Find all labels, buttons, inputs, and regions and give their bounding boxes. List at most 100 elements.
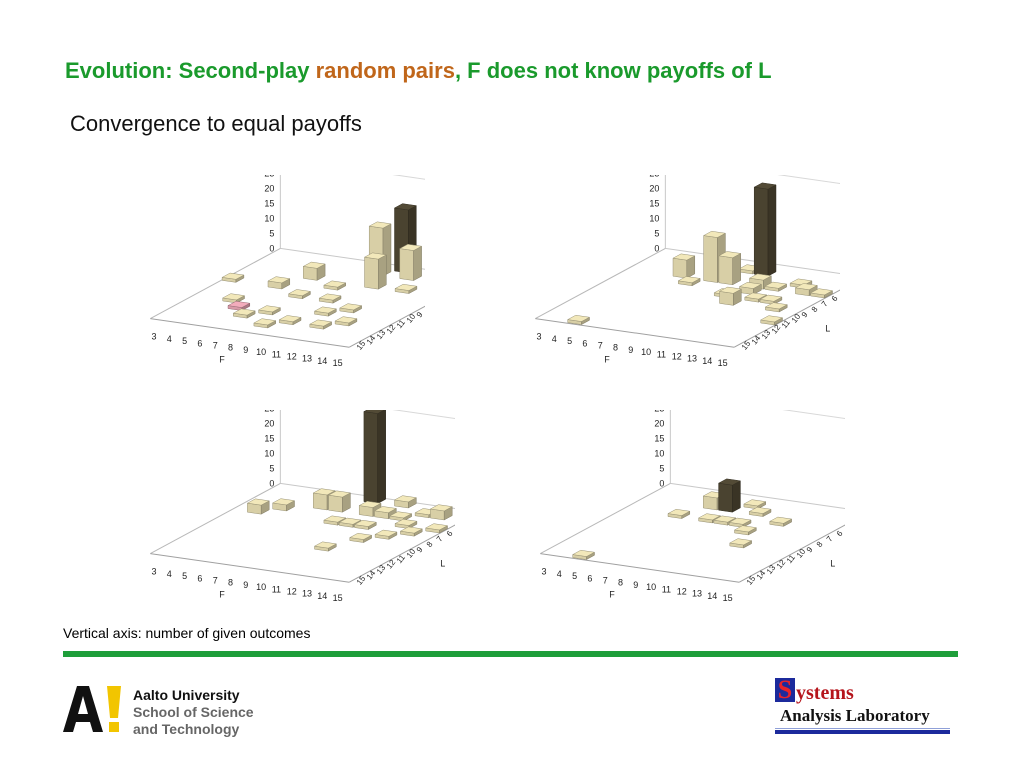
f-tick-label: 7	[213, 341, 218, 351]
f-tick-label: 6	[197, 338, 202, 348]
bar	[394, 283, 418, 294]
aalto-line2: School of Science	[133, 704, 254, 720]
back-top-edge	[392, 175, 425, 180]
l-axis-title: L	[825, 324, 830, 334]
l-tick-label: 8	[810, 304, 820, 313]
bar	[334, 316, 358, 327]
bar	[717, 478, 742, 513]
f-tick-label: 11	[272, 584, 281, 594]
f-axis-line	[150, 318, 350, 348]
bar	[389, 511, 413, 522]
z-tick-label: 0	[654, 243, 659, 253]
bar	[227, 300, 251, 311]
chart-frame	[535, 175, 840, 348]
f-tick-label: 5	[572, 571, 577, 581]
title-accent: random pairs	[315, 58, 455, 83]
f-tick-label: 8	[618, 578, 623, 588]
chart-svg: 051015202530Rounds 7-1234567891011121314…	[535, 175, 840, 368]
f-tick-label: 8	[228, 343, 233, 353]
l-axis-line	[739, 524, 845, 583]
f-tick-label: 13	[302, 589, 312, 599]
back-top-edge	[782, 410, 845, 420]
f-tick-label: 13	[302, 354, 312, 364]
floor-left-edge	[540, 482, 671, 555]
chart-rounds-7-12: 051015202530Rounds 7-1234567891011121314…	[510, 175, 840, 380]
bar	[759, 294, 783, 305]
l-tick-label: 6	[445, 529, 455, 538]
l-tick-label: 9	[805, 545, 815, 554]
bar	[718, 251, 742, 286]
bar	[246, 498, 270, 515]
z-tick-label: 15	[264, 433, 274, 443]
f-tick-label: 8	[613, 343, 618, 353]
bar	[278, 315, 302, 326]
f-tick-label: 13	[692, 589, 702, 599]
bar	[809, 288, 834, 299]
bar	[753, 182, 777, 277]
f-axis-line	[540, 553, 740, 583]
bar	[309, 319, 333, 330]
bar	[744, 292, 768, 303]
chart-svg: 051015202530Rounds 19-203456789101112131…	[540, 410, 845, 603]
chart-svg: 051015202530Rounds 1-6345678910111213141…	[150, 175, 425, 368]
f-tick-label: 11	[657, 349, 666, 359]
sal-logo-rest: ystems	[796, 682, 854, 704]
z-tick-label: 5	[659, 463, 664, 473]
bar	[729, 538, 753, 549]
bar	[363, 252, 388, 290]
l-tick-label: 8	[425, 539, 435, 548]
f-tick-label: 9	[243, 580, 248, 590]
bar	[743, 499, 767, 510]
f-tick-label: 4	[167, 334, 172, 344]
f-tick-label: 4	[557, 569, 562, 579]
bar	[429, 504, 453, 521]
f-tick-label: 5	[567, 336, 572, 346]
bar	[738, 281, 763, 295]
bar	[728, 517, 752, 528]
f-tick-label: 10	[641, 347, 651, 357]
f-tick-label: 3	[536, 332, 541, 342]
l-tick-label: 7	[820, 299, 830, 308]
sal-logo-underline	[775, 730, 950, 734]
bar	[667, 508, 691, 519]
f-tick-label: 12	[287, 352, 297, 362]
bar	[327, 490, 352, 513]
l-tick-label: 9	[800, 310, 810, 319]
f-tick-label: 11	[662, 584, 671, 594]
floor-left-edge	[150, 247, 281, 320]
bar	[253, 318, 277, 329]
l-tick-label: 7	[825, 534, 835, 543]
z-tick-label: 0	[269, 243, 274, 253]
bar	[759, 315, 784, 326]
f-tick-label: 12	[672, 352, 682, 362]
f-axis-title: F	[604, 355, 610, 365]
aalto-line1: Aalto University	[133, 687, 240, 703]
bar	[672, 253, 696, 279]
f-tick-label: 4	[167, 569, 172, 579]
chart-frame	[540, 410, 845, 583]
bar	[566, 314, 591, 325]
f-tick-label: 14	[707, 591, 717, 601]
aalto-logo-icon	[63, 686, 121, 732]
f-tick-label: 15	[718, 358, 728, 368]
f-tick-label: 10	[646, 582, 656, 592]
f-tick-label: 3	[541, 567, 546, 577]
f-tick-label: 14	[317, 356, 327, 366]
f-tick-label: 9	[628, 345, 633, 355]
f-tick-label: 6	[197, 573, 202, 583]
bar	[424, 523, 449, 534]
l-tick-label: 7	[435, 534, 445, 543]
z-tick-label: 0	[269, 478, 274, 488]
z-tick-label: 20	[649, 183, 659, 193]
sal-logo-s: S	[775, 677, 795, 703]
f-tick-label: 3	[151, 332, 156, 342]
bar	[339, 303, 363, 314]
f-tick-label: 7	[598, 341, 603, 351]
f-tick-label: 5	[182, 336, 187, 346]
chart-rounds-13-18: 051015202530Rounds 13-183456789101112131…	[125, 410, 455, 615]
bar	[287, 289, 312, 300]
f-tick-label: 10	[256, 347, 266, 357]
title-part1: Evolution: Second-play	[65, 58, 316, 83]
bar	[399, 526, 423, 537]
chart-svg: 051015202530Rounds 13-183456789101112131…	[150, 410, 455, 603]
